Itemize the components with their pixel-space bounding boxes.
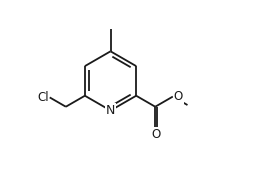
Text: O: O [152,128,161,141]
Text: Cl: Cl [37,91,49,104]
Text: N: N [106,104,115,117]
Text: O: O [174,90,183,103]
